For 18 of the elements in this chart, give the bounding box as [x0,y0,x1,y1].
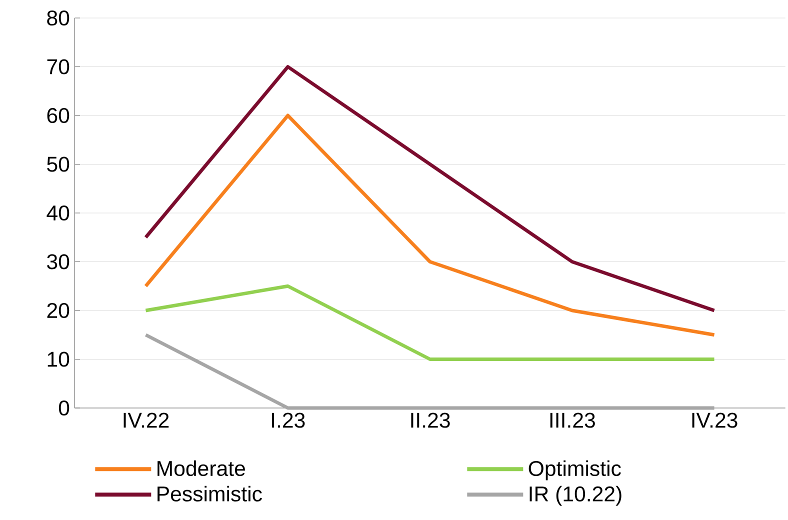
x-tick-label: I.23 [272,412,305,428]
y-tick-label: 80 [47,10,70,26]
legend-label: Optimistic [528,460,621,480]
x-tick-label: III.23 [550,412,595,428]
y-tick-label: 60 [47,108,70,124]
y-tick-label: 70 [47,59,70,74]
legend-label: Moderate [158,460,245,476]
y-tick-label: 30 [47,254,70,270]
x-tick-label: IV.22 [124,412,169,428]
legend-label: Pessimistic [158,486,262,502]
y-tick-label: 40 [46,205,70,221]
x-tick-label: IV.23 [692,412,738,428]
x-tick-label: II.23 [411,412,450,428]
y-tick-label: 50 [47,156,70,172]
y-tick-label: 20 [47,302,70,318]
y-tick-label: 10 [48,352,70,367]
legend-label: IR (10.22) [530,486,622,506]
y-tick-label: 0 [58,400,70,416]
